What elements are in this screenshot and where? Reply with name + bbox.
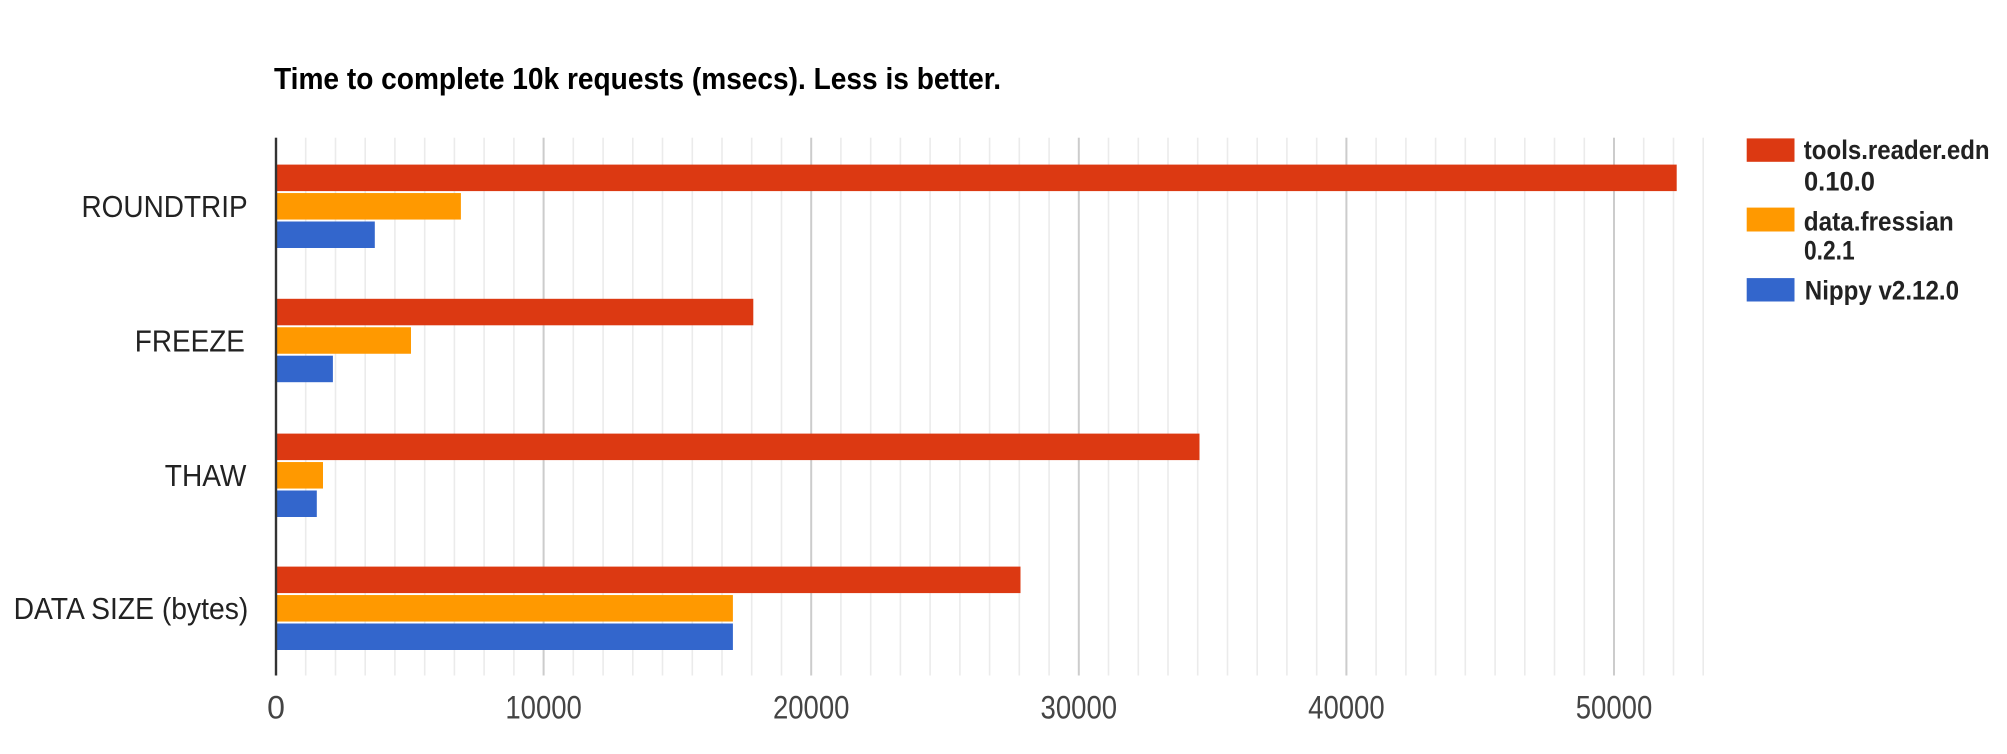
- svg-text:tools.reader.edn: tools.reader.edn: [1804, 135, 1990, 165]
- svg-text:FREEZE: FREEZE: [135, 323, 245, 358]
- svg-text:THAW: THAW: [165, 458, 247, 493]
- svg-text:Nippy v2.12.0: Nippy v2.12.0: [1805, 276, 1959, 306]
- svg-text:10000: 10000: [505, 690, 582, 726]
- svg-text:0.2.1: 0.2.1: [1804, 236, 1855, 266]
- svg-text:40000: 40000: [1308, 690, 1385, 726]
- svg-text:ROUNDTRIP: ROUNDTRIP: [82, 189, 248, 224]
- svg-text:30000: 30000: [1041, 690, 1118, 726]
- svg-text:0: 0: [267, 690, 285, 726]
- svg-text:50000: 50000: [1576, 690, 1653, 726]
- svg-text:0.10.0: 0.10.0: [1804, 166, 1875, 196]
- svg-text:data.fressian: data.fressian: [1804, 206, 1954, 236]
- svg-text:20000: 20000: [773, 690, 850, 726]
- svg-text:DATA SIZE (bytes): DATA SIZE (bytes): [14, 591, 249, 626]
- svg-text:Time to complete 10k requests: Time to complete 10k requests (msecs). L…: [274, 61, 1001, 96]
